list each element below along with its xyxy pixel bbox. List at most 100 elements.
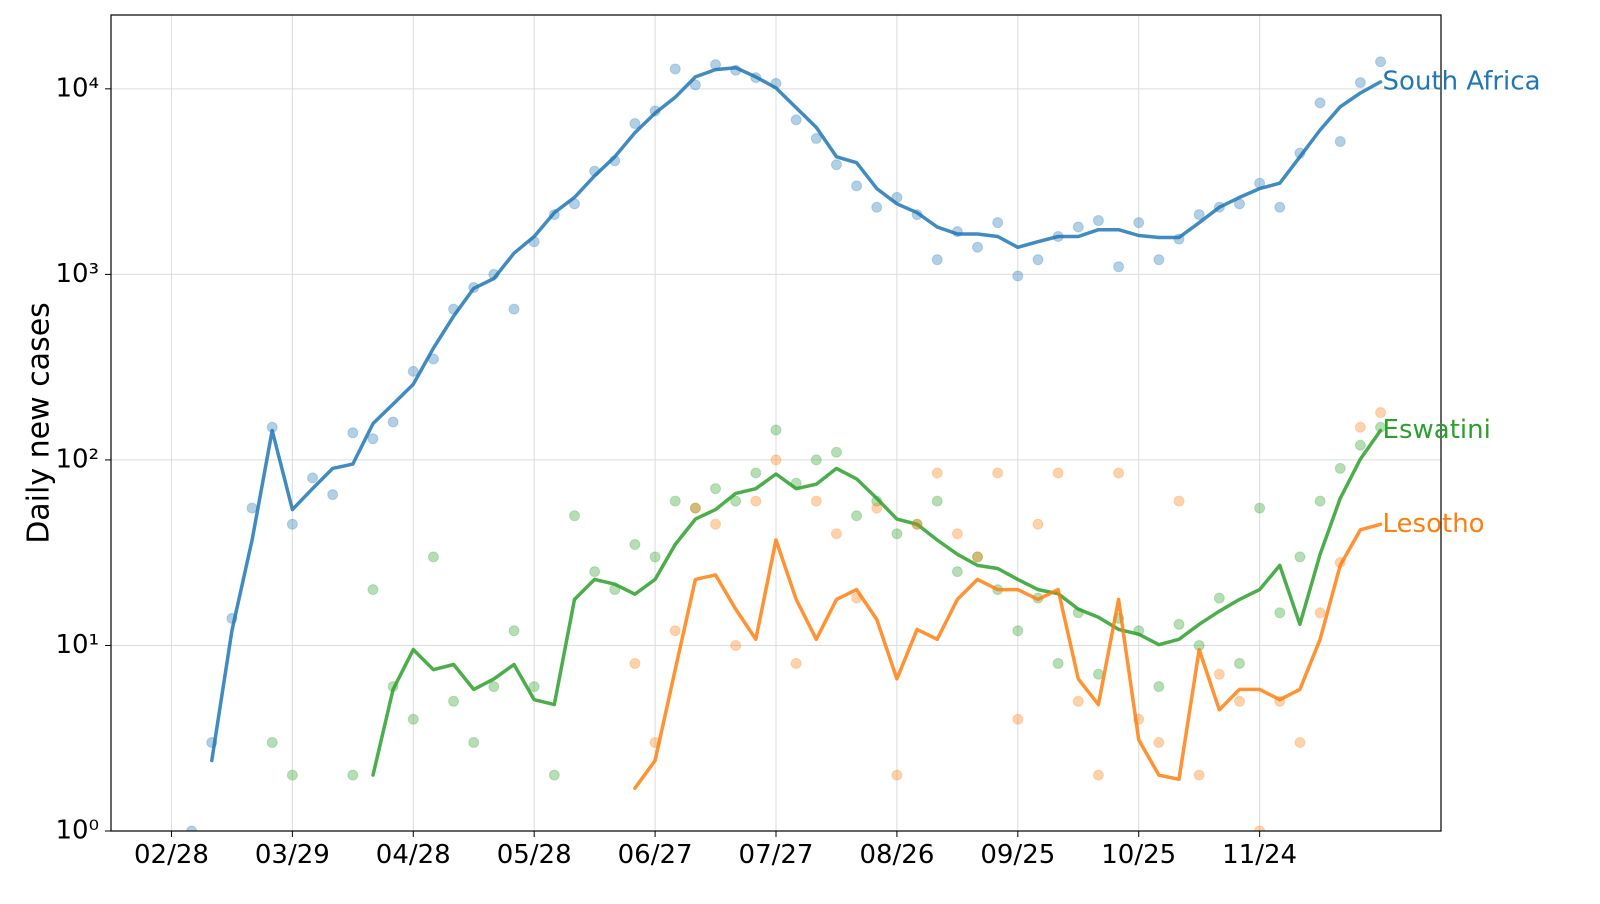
daily-point (1213, 668, 1225, 680)
daily-point (810, 454, 822, 466)
daily-point (750, 467, 762, 479)
daily-point (1334, 462, 1346, 474)
daily-point (710, 518, 722, 530)
daily-point (770, 454, 782, 466)
daily-point (1153, 254, 1165, 266)
daily-point (1012, 713, 1024, 725)
daily-point (750, 495, 762, 507)
daily-point (1334, 136, 1346, 148)
daily-point (931, 495, 943, 507)
daily-point (1072, 221, 1084, 233)
x-tick-label: 03/29 (255, 840, 330, 870)
daily-point (891, 769, 903, 781)
series-line (210, 65, 1383, 763)
daily-point (790, 657, 802, 669)
y-tick-label: 10⁴ (55, 73, 99, 103)
daily-point (851, 510, 863, 522)
daily-point (649, 551, 661, 563)
daily-point (891, 528, 903, 540)
plot-area (186, 56, 1387, 831)
daily-point (1274, 607, 1286, 619)
axes: 10⁰ 10¹ 10² 10³ 10⁴ 02/28 03/29 04/28 05/28 06/27… (55, 73, 1297, 870)
daily-point (669, 625, 681, 637)
daily-point (347, 427, 359, 439)
daily-point (1173, 495, 1185, 507)
daily-point (1153, 681, 1165, 693)
daily-point (730, 495, 742, 507)
daily-point (992, 217, 1004, 229)
daily-point (407, 713, 419, 725)
daily-point (307, 472, 319, 484)
y-axis-label: Daily new cases (22, 302, 57, 544)
daily-point (810, 495, 822, 507)
daily-point (488, 681, 500, 693)
daily-point (286, 518, 298, 530)
daily-point (730, 639, 742, 651)
daily-point (1113, 261, 1125, 273)
daily-point (1052, 467, 1064, 479)
daily-point (830, 528, 842, 540)
daily-point (327, 489, 339, 501)
daily-point (548, 769, 560, 781)
daily-point (1314, 495, 1326, 507)
daily-point (1254, 502, 1266, 514)
y-tick-label: 10³ (55, 259, 99, 289)
x-tick-label: 06/27 (618, 840, 693, 870)
x-tick-label: 05/28 (497, 840, 572, 870)
daily-point (629, 118, 641, 130)
daily-point (689, 502, 701, 514)
daily-point (1133, 217, 1145, 229)
daily-point (851, 180, 863, 192)
daily-point (508, 303, 520, 315)
daily-point (830, 446, 842, 458)
daily-point (427, 551, 439, 563)
daily-point (1314, 97, 1326, 109)
daily-point (468, 736, 480, 748)
daily-point (1193, 209, 1205, 221)
x-tick-label: 09/25 (980, 840, 1055, 870)
daily-point (407, 365, 419, 377)
y-tick-label: 10⁰ (55, 816, 99, 846)
daily-point (669, 63, 681, 75)
daily-point (1375, 56, 1387, 68)
daily-point (972, 551, 984, 563)
daily-point (1294, 736, 1306, 748)
y-tick-label: 10² (55, 444, 99, 474)
daily-point (1354, 77, 1366, 89)
daily-point (770, 424, 782, 436)
series-line (371, 428, 1383, 777)
daily-point (1092, 769, 1104, 781)
daily-point (951, 528, 963, 540)
daily-point (1274, 201, 1286, 213)
daily-point (710, 483, 722, 495)
daily-point (1354, 421, 1366, 433)
daily-point (266, 736, 278, 748)
daily-point (992, 467, 1004, 479)
series-label: South Africa (1383, 66, 1541, 96)
daily-point (528, 681, 540, 693)
daily-point (810, 132, 822, 144)
daily-point (911, 518, 923, 530)
daily-point (508, 625, 520, 637)
daily-point (589, 566, 601, 578)
daily-point (1032, 518, 1044, 530)
daily-point (286, 769, 298, 781)
x-tick-label: 07/27 (739, 840, 814, 870)
daily-point (1072, 695, 1084, 707)
daily-point (367, 584, 379, 596)
daily-point (689, 502, 701, 514)
daily-point (1012, 270, 1024, 282)
daily-point (1294, 551, 1306, 563)
daily-point (1254, 825, 1266, 831)
x-tick-label: 04/28 (376, 840, 451, 870)
daily-point (1375, 407, 1387, 419)
daily-point (629, 657, 641, 669)
daily-point (186, 825, 198, 831)
daily-point (448, 695, 460, 707)
daily-point (1153, 736, 1165, 748)
daily-point (972, 241, 984, 253)
daily-point (871, 201, 883, 213)
daily-point (951, 566, 963, 578)
daily-point (1012, 625, 1024, 637)
